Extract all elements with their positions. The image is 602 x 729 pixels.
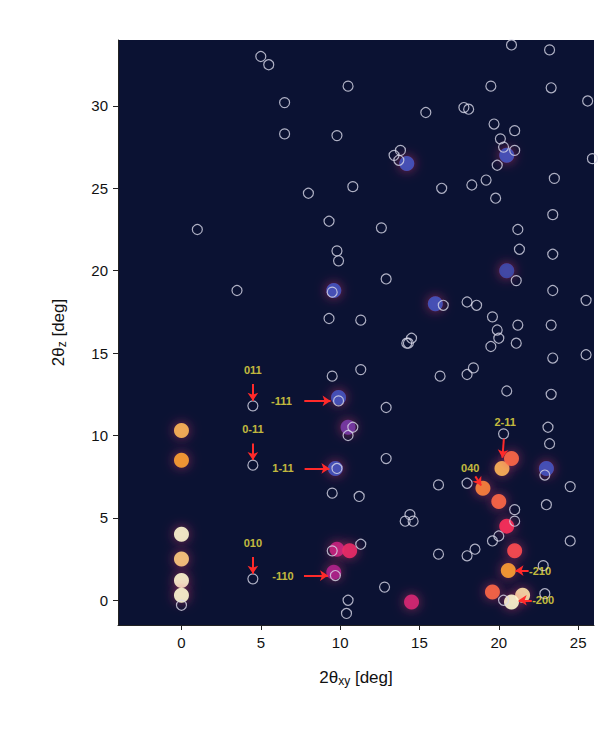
svg-text:0-11: 0-11: [242, 423, 263, 435]
svg-text:011: 011: [244, 364, 262, 376]
svg-text:xy: xy: [338, 674, 350, 688]
svg-text:[deg]: [deg]: [49, 299, 68, 342]
svg-text:040: 040: [461, 462, 479, 474]
svg-text:15: 15: [411, 634, 428, 651]
svg-text:[deg]: [deg]: [350, 668, 393, 687]
svg-text:10: 10: [91, 427, 108, 444]
svg-text:0: 0: [100, 592, 108, 609]
svg-text:2θ: 2θ: [49, 347, 68, 366]
svg-text:z: z: [55, 341, 69, 348]
svg-text:5: 5: [100, 509, 108, 526]
svg-text:25: 25: [91, 180, 108, 197]
svg-text:25: 25: [570, 634, 587, 651]
svg-text:1-11: 1-11: [272, 462, 293, 474]
svg-text:30: 30: [91, 97, 108, 114]
svg-text:20: 20: [490, 634, 507, 651]
svg-text:-200: -200: [532, 594, 554, 606]
svg-text:10: 10: [332, 634, 349, 651]
svg-text:0: 0: [177, 634, 185, 651]
svg-text:-110: -110: [272, 570, 293, 582]
svg-text:2θ: 2θ: [319, 668, 338, 687]
svg-text:-210: -210: [529, 565, 551, 577]
svg-text:2-11: 2-11: [494, 416, 515, 428]
svg-text:20: 20: [91, 262, 108, 279]
svg-text:-111: -111: [271, 395, 292, 407]
svg-text:5: 5: [257, 634, 265, 651]
svg-text:010: 010: [244, 537, 262, 549]
svg-text:15: 15: [91, 345, 108, 362]
